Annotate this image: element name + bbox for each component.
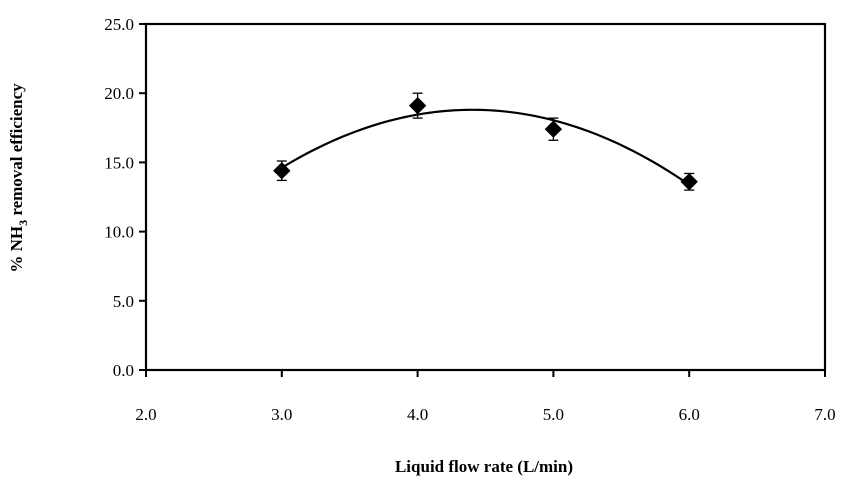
x-tick-label: 6.0 [679,405,700,424]
data-point [273,160,291,182]
y-axis-title-suffix: removal efficiency [7,83,26,220]
data-point [680,172,698,191]
trendline [281,108,690,186]
diamond-marker [680,173,698,191]
diamond-marker [408,96,427,115]
data-point [544,117,563,141]
x-tick-label: 4.0 [407,405,428,424]
y-tick-labels: 0.0 5.0 10.0 15.0 20.0 25.0 [104,15,134,380]
data-point [408,92,427,119]
y-tick-label: 15.0 [104,153,134,172]
y-axis-title: % NH3 removal efficiency [7,83,30,273]
x-tick-label: 2.0 [135,405,156,424]
y-tick-label: 0.0 [113,361,134,380]
axes [139,22,827,377]
x-tick-label: 3.0 [271,405,292,424]
x-tick-label: 5.0 [543,405,564,424]
x-axis-title: Liquid flow rate (L/min) [395,457,573,476]
y-axis-title-prefix: % NH [7,226,26,273]
data-points [273,92,698,191]
x-tick-labels: 2.0 3.0 4.0 5.0 6.0 7.0 [135,405,835,424]
y-axis-title-subscript: 3 [16,220,30,226]
plot-frame [144,22,827,372]
y-tick-label: 25.0 [104,15,134,34]
y-tick-label: 20.0 [104,84,134,103]
diamond-marker [273,161,291,180]
diamond-marker [544,120,563,138]
x-tick-label: 7.0 [814,405,835,424]
trendline-group [281,108,690,186]
y-tick-label: 5.0 [113,292,134,311]
y-tick-label: 10.0 [104,223,134,242]
